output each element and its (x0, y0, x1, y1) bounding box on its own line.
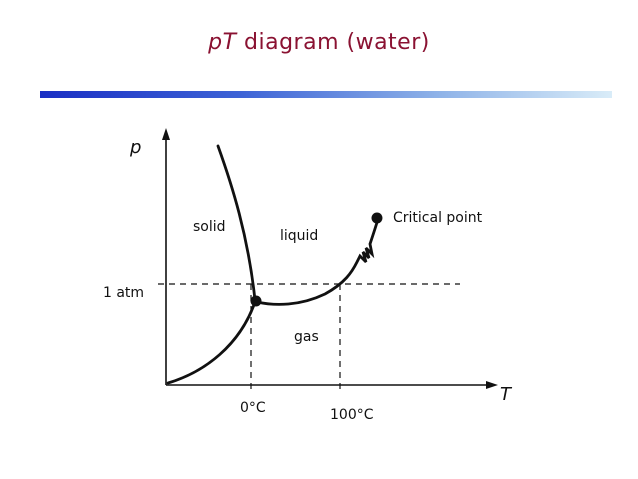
one-atm-label: 1 atm (103, 285, 144, 301)
solid-gas-curve (166, 300, 257, 385)
boil-temp-label: 100°C (330, 407, 374, 423)
liquid-gas-curve (255, 217, 380, 306)
title-italic: pT (208, 30, 237, 55)
page-title: pT diagram (water) (0, 30, 638, 55)
region-gas-label: gas (294, 329, 319, 345)
critical-point-marker (371, 212, 383, 224)
axes (162, 128, 498, 389)
solid-liquid-curve (216, 144, 257, 302)
critical-point-label: Critical point (393, 210, 483, 226)
y-axis-arrow (162, 128, 170, 140)
freeze-temp-label: 0°C (240, 400, 266, 416)
y-axis-label: p (129, 137, 141, 158)
title-rest: diagram (water) (236, 30, 430, 55)
x-axis-arrow (486, 381, 498, 389)
x-axis-label: T (500, 384, 513, 405)
region-solid-label: solid (193, 219, 226, 235)
title-rule (40, 91, 612, 98)
triple-point (250, 295, 262, 307)
region-liquid-label: liquid (280, 228, 318, 244)
